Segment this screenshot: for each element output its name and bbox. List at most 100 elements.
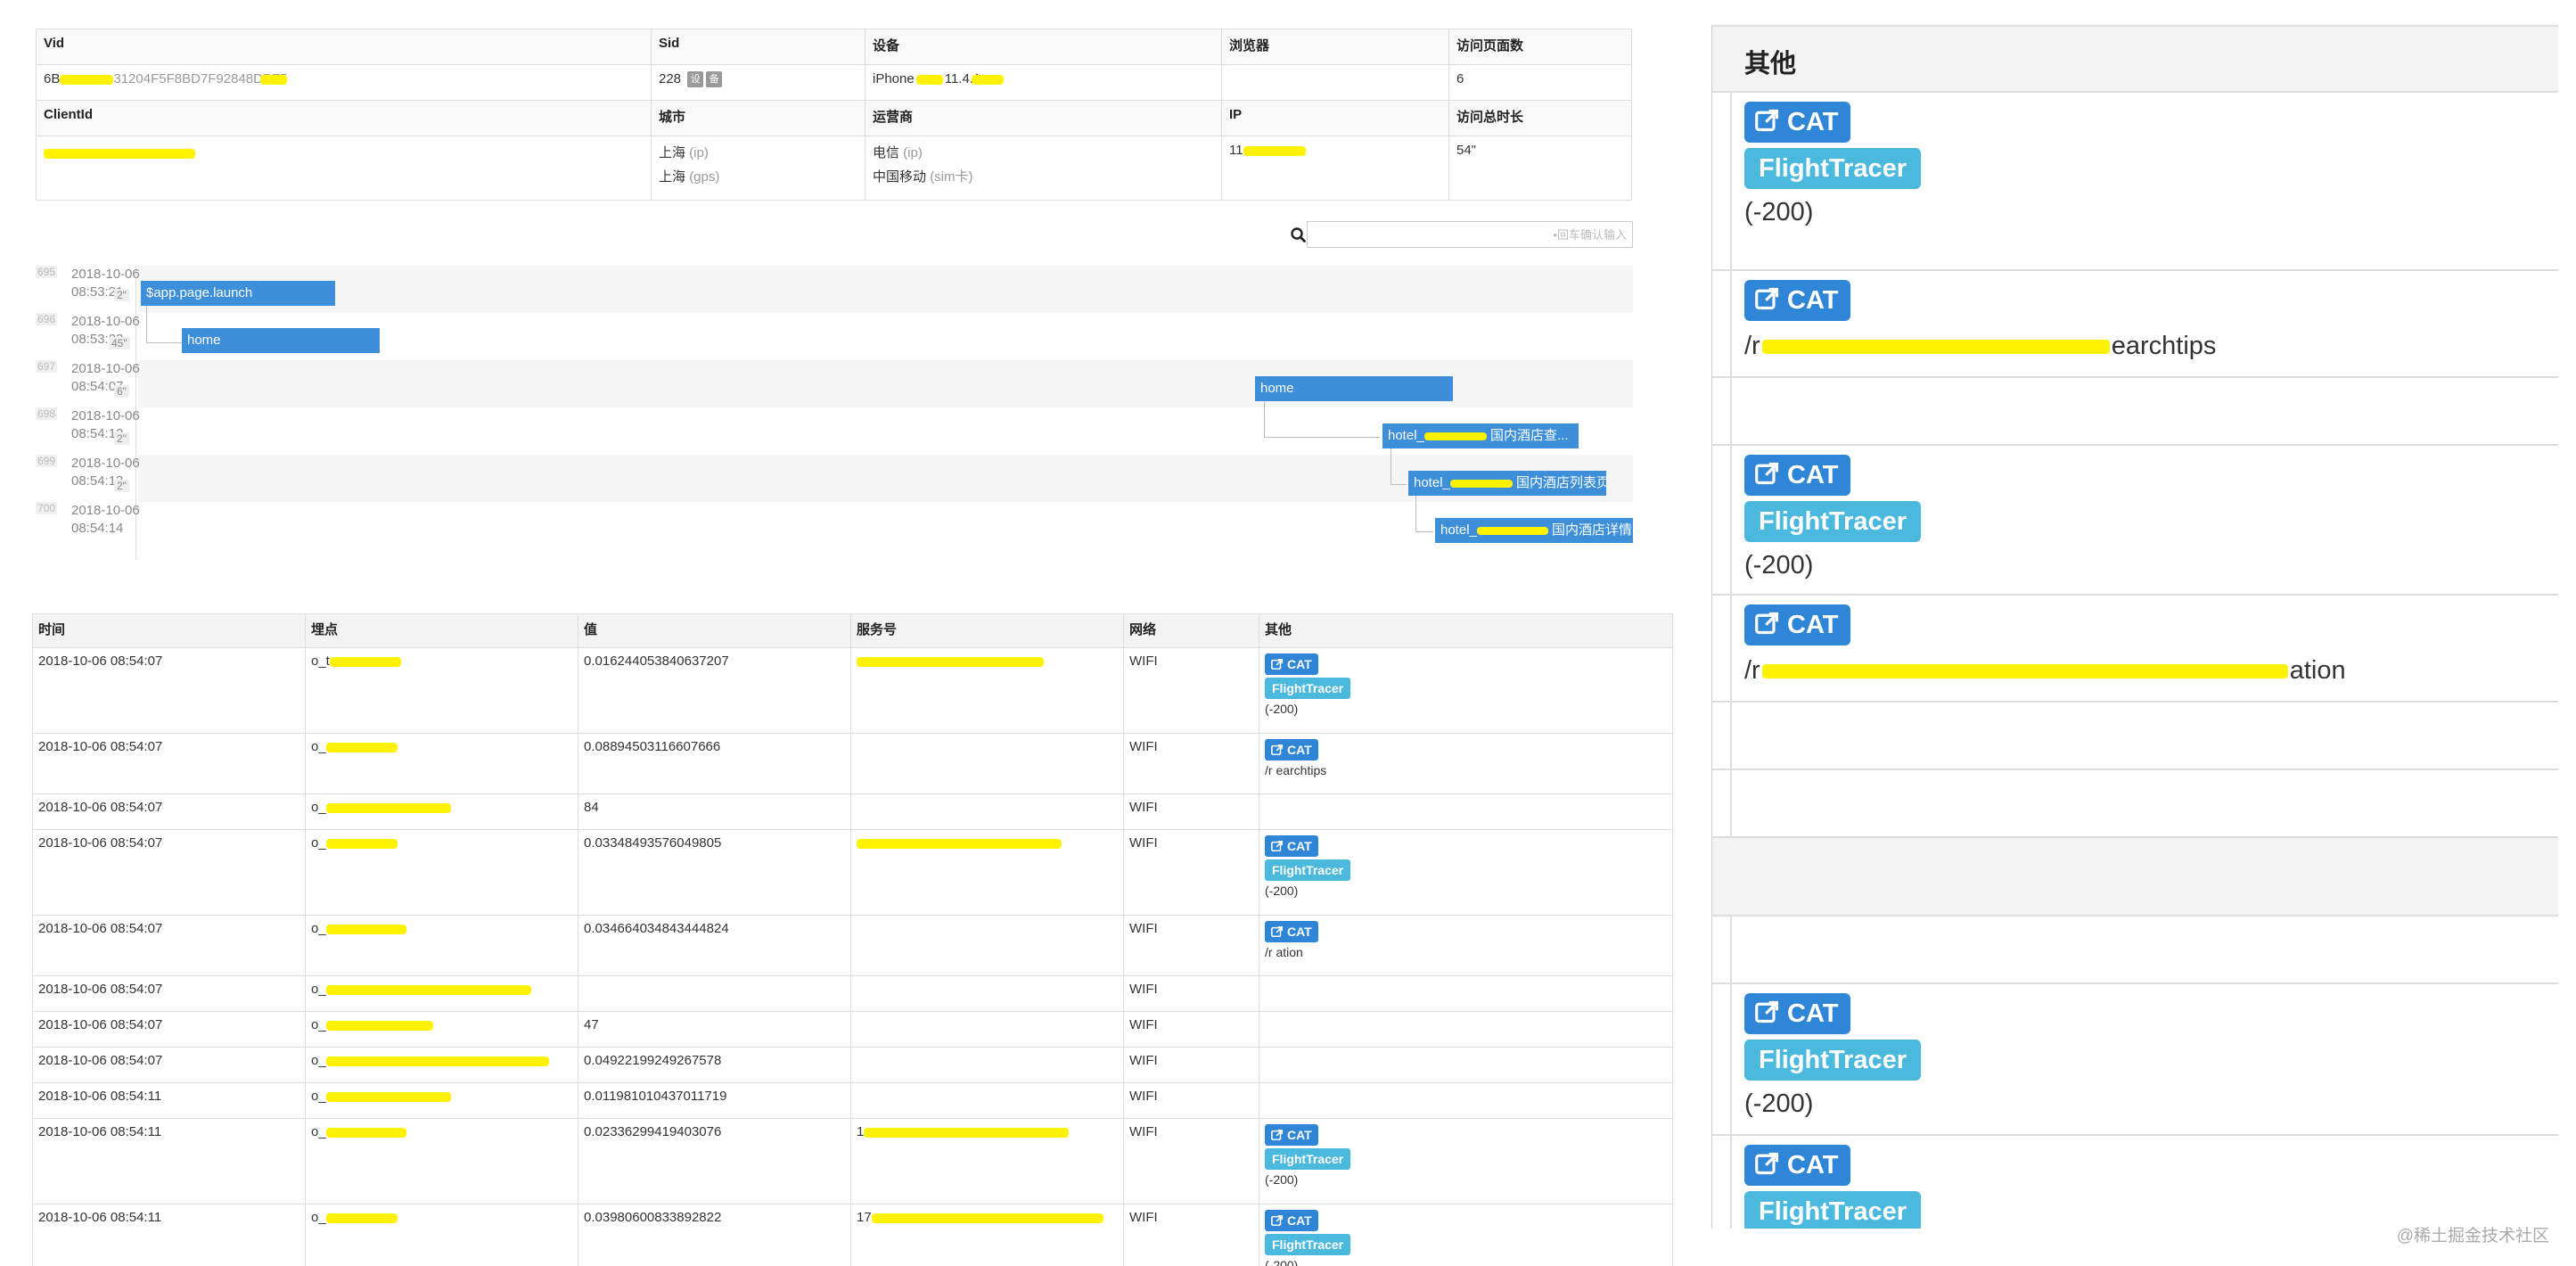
- city-gps: 上海: [659, 169, 686, 185]
- flighttracer-button[interactable]: FlightTracer: [1265, 1148, 1351, 1170]
- header-city: 城市: [651, 100, 866, 136]
- cell-point: o_: [305, 829, 578, 916]
- col-point[interactable]: 埋点: [305, 613, 578, 648]
- cell-service: [850, 793, 1124, 830]
- timeline-row-id: 697: [36, 360, 58, 373]
- flighttracer-button[interactable]: FlightTracer: [1265, 859, 1351, 881]
- table-row: 2018-10-06 08:54:07 o_ 84 WIFI: [32, 793, 1673, 830]
- cell-network: WIFI: [1123, 647, 1259, 734]
- cell-point: o_: [305, 975, 578, 1012]
- cat-button[interactable]: CAT: [1744, 102, 1851, 143]
- events-table: 时间 埋点 值 服务号 网络 其他 2018-10-06 08:54:07 o_t…: [32, 613, 1673, 1266]
- cell-value: 0.011981010437011719: [578, 1082, 851, 1119]
- redaction: [44, 148, 195, 159]
- flighttracer-button[interactable]: FlightTracer: [1265, 1234, 1351, 1255]
- header-sid: Sid: [651, 29, 866, 65]
- cell-service: [850, 975, 1124, 1012]
- redaction: [325, 1020, 433, 1031]
- cat-button[interactable]: CAT: [1265, 1124, 1318, 1146]
- flighttracer-button[interactable]: FlightTracer: [1744, 1191, 1921, 1229]
- cat-button[interactable]: CAT: [1265, 739, 1318, 760]
- search-icon: [1291, 227, 1306, 243]
- cell-other: CAT/r ation: [1259, 915, 1673, 976]
- external-link-icon: [1755, 1000, 1779, 1023]
- table-row: 2018-10-06 08:54:11 o_ 0.03980600833892822…: [32, 1204, 1673, 1266]
- timeline-node[interactable]: home: [182, 328, 380, 353]
- cell-time: 2018-10-06 08:54:07: [32, 1047, 306, 1083]
- timeline-row-time: 2018-10-06 08:54:13: [71, 456, 140, 489]
- device-version: 11.4.1: [944, 71, 981, 86]
- col-time[interactable]: 时间: [32, 613, 306, 648]
- search-input[interactable]: [1307, 221, 1633, 248]
- timeline-node[interactable]: hotel_ 国内酒店查...: [1382, 423, 1579, 448]
- col-value[interactable]: 值: [578, 613, 851, 648]
- timeline-row-duration: 6": [114, 385, 129, 398]
- timeline-axis: [135, 266, 136, 560]
- timeline-row-id: 695: [36, 266, 58, 278]
- city-cell: 上海 (ip) 上海 (gps): [651, 136, 866, 201]
- panel-border: [1730, 25, 1732, 1229]
- cell-time: 2018-10-06 08:54:07: [32, 733, 306, 794]
- clientid-cell: [36, 136, 652, 201]
- cell-other: [1259, 1047, 1673, 1083]
- timeline-node[interactable]: home: [1255, 376, 1453, 401]
- header-browser: 浏览器: [1221, 29, 1449, 65]
- header-device: 设备: [865, 29, 1222, 65]
- cat-button[interactable]: CAT: [1265, 921, 1318, 942]
- flighttracer-button[interactable]: FlightTracer: [1265, 678, 1351, 699]
- timeline-row-band: [138, 266, 1633, 313]
- cell-point: o_: [305, 1047, 578, 1083]
- cell-network: WIFI: [1123, 915, 1259, 976]
- cell-point: o_: [305, 1082, 578, 1119]
- redaction: [325, 838, 398, 849]
- timeline-node[interactable]: $app.page.launch: [141, 281, 335, 306]
- cell-service: [850, 1082, 1124, 1119]
- cat-button[interactable]: CAT: [1744, 1145, 1851, 1186]
- timeline-row-time: 2018-10-06 08:53:23: [71, 314, 140, 347]
- cat-button[interactable]: CAT: [1744, 455, 1851, 496]
- timeline-connector: [1415, 495, 1433, 532]
- flighttracer-button[interactable]: FlightTracer: [1744, 148, 1921, 189]
- cell-network: WIFI: [1123, 793, 1259, 830]
- flighttracer-button[interactable]: FlightTracer: [1744, 501, 1921, 542]
- cell-point: o_: [305, 1118, 578, 1204]
- sid-device-button[interactable]: 设: [687, 71, 704, 88]
- cell-value: 47: [578, 1011, 851, 1048]
- col-service[interactable]: 服务号: [850, 613, 1124, 648]
- cell-value: 0.03348493576049805: [578, 829, 851, 916]
- timeline-node[interactable]: hotel_ 国内酒店详情...: [1435, 518, 1633, 543]
- external-link-icon: [1271, 840, 1284, 852]
- cat-button[interactable]: CAT: [1265, 1210, 1318, 1231]
- cat-button[interactable]: CAT: [1265, 654, 1318, 675]
- cell-other: [1259, 1011, 1673, 1048]
- timeline-row-time: 2018-10-06 08:54:14: [71, 503, 140, 536]
- flighttracer-button[interactable]: FlightTracer: [1744, 1040, 1921, 1081]
- sid-detail-button[interactable]: 备: [706, 71, 723, 88]
- header-ip: IP: [1221, 100, 1449, 136]
- col-other[interactable]: 其他: [1259, 613, 1673, 648]
- redaction: [1761, 340, 2110, 355]
- cell-time: 2018-10-06 08:54:07: [32, 975, 306, 1012]
- timeline-row-duration: 2": [114, 289, 129, 301]
- cat-button[interactable]: CAT: [1744, 993, 1851, 1034]
- timeline-connector: [1391, 448, 1407, 485]
- cell-other: CAT/r earchtips: [1259, 733, 1673, 794]
- cell-value: [578, 975, 851, 1012]
- cat-button[interactable]: CAT: [1744, 604, 1851, 645]
- cell-value: 84: [578, 793, 851, 830]
- redaction: [915, 74, 943, 85]
- cell-service: [850, 829, 1124, 916]
- cell-network: WIFI: [1123, 1011, 1259, 1048]
- cat-button[interactable]: CAT: [1744, 280, 1851, 321]
- cell-time: 2018-10-06 08:54:07: [32, 1011, 306, 1048]
- col-network[interactable]: 网络: [1123, 613, 1259, 648]
- cell-value: 0.04922199249267578: [578, 1047, 851, 1083]
- timeline-node[interactable]: hotel_ 国内酒店列表页 ...: [1408, 471, 1606, 496]
- sid-cell: 228 设备: [651, 64, 866, 101]
- cat-button[interactable]: CAT: [1265, 835, 1318, 857]
- vid-tail: 31204F5F8BD7F92848DBF5: [113, 71, 288, 86]
- other-text: (-200): [1265, 1172, 1299, 1187]
